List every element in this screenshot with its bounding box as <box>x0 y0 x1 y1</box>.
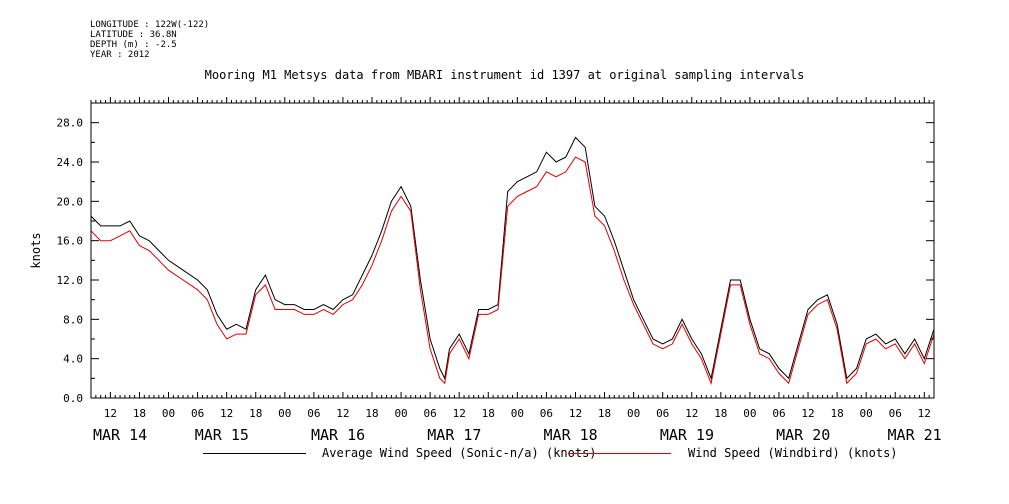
legend-swatch-windbird <box>568 453 671 454</box>
x-tick-label: 00 <box>278 407 291 420</box>
x-day-label: MAR 14 <box>93 426 147 444</box>
x-tick-label: 18 <box>133 407 146 420</box>
x-tick-label: 12 <box>453 407 466 420</box>
header-metadata: LONGITUDE : 122W(-122) LATITUDE : 36.8N … <box>90 20 209 60</box>
y-tick-label: 0.0 <box>63 392 83 405</box>
x-tick-label: 18 <box>598 407 611 420</box>
x-tick-label: 18 <box>482 407 495 420</box>
x-tick-label: 06 <box>889 407 902 420</box>
x-tick-label: 00 <box>511 407 524 420</box>
x-tick-label: 06 <box>540 407 553 420</box>
x-tick-label: 18 <box>249 407 262 420</box>
series-windbird-line <box>90 156 935 386</box>
y-axis-label: knots <box>29 232 43 268</box>
x-tick-label: 00 <box>162 407 175 420</box>
meta-latitude: LATITUDE : 36.8N <box>90 30 177 40</box>
x-day-label: MAR 17 <box>427 426 481 444</box>
x-tick-label: 06 <box>307 407 320 420</box>
meta-year: YEAR : 2012 <box>90 50 150 60</box>
y-tick-label: 16.0 <box>57 235 84 248</box>
x-tick-label: 18 <box>365 407 378 420</box>
x-tick-label: 06 <box>772 407 785 420</box>
x-tick-label: 12 <box>336 407 349 420</box>
y-tick-label: 28.0 <box>57 117 84 130</box>
legend-label-windbird: Wind Speed (Windbird) (knots) <box>688 446 898 460</box>
x-tick-label: 12 <box>801 407 814 420</box>
y-tick-label: 24.0 <box>57 156 84 169</box>
x-tick-label: 06 <box>424 407 437 420</box>
x-tick-label: 12 <box>220 407 233 420</box>
x-day-label: MAR 16 <box>311 426 365 444</box>
y-tick-label: 20.0 <box>57 195 84 208</box>
x-tick-label: 00 <box>394 407 407 420</box>
plot-frame <box>90 102 935 399</box>
y-tick-label: 8.0 <box>63 313 83 326</box>
x-tick-label: 18 <box>714 407 727 420</box>
x-tick-label: 18 <box>830 407 843 420</box>
x-tick-label: 06 <box>191 407 204 420</box>
x-tick-label: 06 <box>656 407 669 420</box>
x-tick-label: 00 <box>743 407 756 420</box>
x-tick-label: 00 <box>627 407 640 420</box>
x-tick-label: 12 <box>918 407 931 420</box>
series-average-wind-line <box>90 136 935 381</box>
legend-label-average-wind: Average Wind Speed (Sonic-n/a) (knots) <box>322 446 597 460</box>
y-tick-label: 4.0 <box>63 353 83 366</box>
legend: Average Wind Speed (Sonic-n/a) (knots) W… <box>0 444 1009 464</box>
chart-title: Mooring M1 Metsys data from MBARI instru… <box>204 68 805 82</box>
x-day-label: MAR 15 <box>195 426 249 444</box>
x-tick-label: 12 <box>685 407 698 420</box>
y-tick-label: 12.0 <box>57 274 84 287</box>
x-tick-label: 12 <box>569 407 582 420</box>
x-day-label: MAR 20 <box>776 426 830 444</box>
x-day-label: MAR 18 <box>544 426 598 444</box>
x-day-label: MAR 21 <box>888 426 942 444</box>
meta-longitude: LONGITUDE : 122W(-122) <box>90 20 210 30</box>
x-tick-label: 12 <box>104 407 117 420</box>
x-day-label: MAR 19 <box>660 426 714 444</box>
meta-depth: DEPTH (m) : -2.5 <box>90 40 177 50</box>
x-tick-label: 00 <box>860 407 873 420</box>
legend-swatch-average-wind <box>203 453 306 454</box>
